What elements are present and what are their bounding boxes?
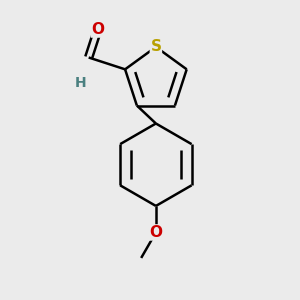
Text: O: O xyxy=(91,22,104,37)
Text: H: H xyxy=(75,76,86,90)
Text: O: O xyxy=(149,225,162,240)
Text: S: S xyxy=(150,39,161,54)
